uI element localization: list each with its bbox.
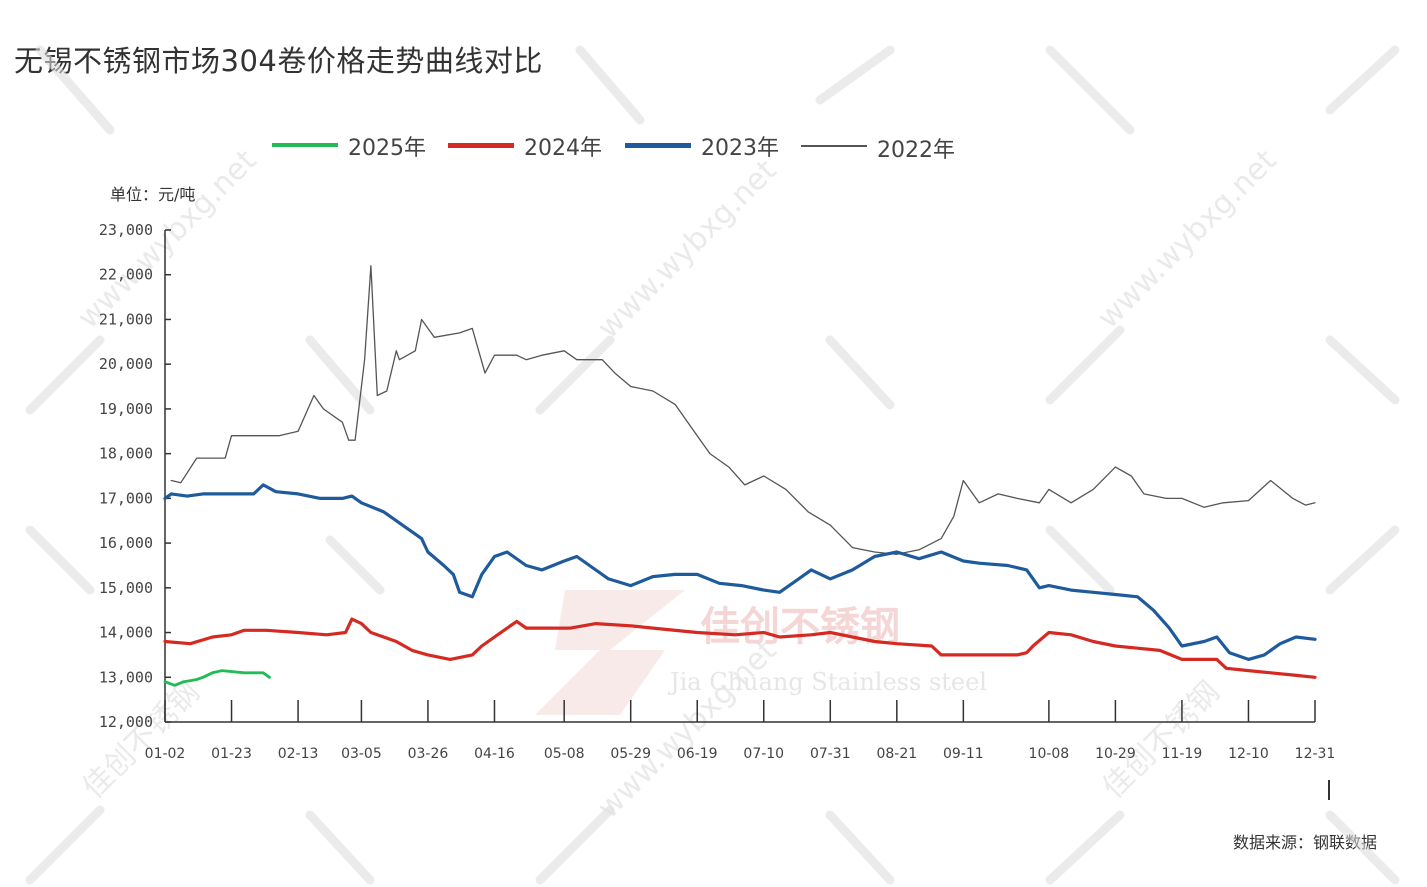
y-tick-label: 18,000: [99, 445, 153, 463]
x-tick-label: 11-19: [1162, 746, 1203, 762]
legend-label-2022: 2022年: [877, 138, 955, 163]
y-tick-label: 23,000: [99, 221, 153, 239]
x-tick-label: 03-05: [341, 746, 382, 762]
x-tick-label: 12-31: [1295, 746, 1336, 762]
legend-swatch-2022: [801, 145, 867, 147]
unit-label: 单位：元/吨: [110, 185, 196, 204]
y-tick-label: 13,000: [99, 668, 153, 686]
logo-brand-cn: 佳创不锈钢: [700, 604, 900, 650]
x-tick-label: 07-10: [743, 746, 784, 762]
watermark-site-2: www.wybxg.net: [591, 153, 784, 346]
legend-label-2024: 2024年: [524, 136, 602, 161]
x-tick-label: 05-29: [610, 746, 651, 762]
x-tick-label: 05-08: [544, 746, 585, 762]
series-line-2023: [163, 483, 1317, 662]
series-line-2025: [163, 669, 271, 687]
x-tick-label: 03-26: [408, 746, 449, 762]
series-line-2024: [163, 617, 1317, 679]
y-tick-label: 20,000: [99, 355, 153, 373]
watermark-brand-1: 佳创不锈钢: [76, 675, 207, 806]
y-tick-label: 14,000: [99, 624, 153, 642]
legend-swatch-2023: [625, 143, 691, 148]
y-tick-label: 21,000: [99, 310, 153, 328]
x-tick-label: 10-08: [1029, 746, 1070, 762]
watermark-site-1: www.wybxg.net: [71, 143, 264, 336]
legend-label-2025: 2025年: [348, 136, 426, 161]
x-tick-label: 01-02: [145, 746, 186, 762]
legend-label-2023: 2023年: [701, 136, 779, 161]
y-tick-label: 12,000: [99, 713, 153, 731]
series-line-2022: [170, 265, 1316, 555]
watermark-brand-2: 佳创不锈钢: [1096, 675, 1227, 806]
x-ticks: 01-02 01-23 02-13 03-05 03-26 04-16 05-08 05-29…: [145, 700, 1336, 762]
legend-swatch-2025: [272, 143, 338, 147]
x-tick-label: 01-23: [211, 746, 252, 762]
series-layer: [163, 265, 1317, 687]
y-tick-label: 15,000: [99, 579, 153, 597]
x-tick-label: 07-31: [810, 746, 851, 762]
x-tick-label: 06-19: [677, 746, 718, 762]
y-tick-label: 19,000: [99, 400, 153, 418]
x-tick-label: 12-10: [1228, 746, 1269, 762]
y-tick-label: 17,000: [99, 489, 153, 507]
center-logo: 佳创不锈钢 Jia Chuang Stainless steel: [535, 590, 987, 715]
x-tick-label: 10-29: [1095, 746, 1136, 762]
legend-swatch-2024: [448, 143, 514, 148]
y-tick-label: 16,000: [99, 534, 153, 552]
y-axis: 12,000 13,000 14,000 15,000 16,000 17,000 18,0…: [99, 221, 171, 731]
chart-title: 无锡不锈钢市场304卷价格走势曲线对比: [14, 44, 543, 78]
watermark-site-3: www.wybxg.net: [1091, 143, 1284, 336]
logo-mark: [535, 590, 685, 715]
watermark-texts: www.wybxg.net www.wybxg.net www.wybxg.ne…: [71, 143, 1284, 826]
x-axis: 01-02 01-23 02-13 03-05 03-26 04-16 05-08 05-29…: [145, 700, 1336, 800]
data-source-label: 数据来源：钢联数据: [1233, 833, 1378, 852]
logo-brand-en: Jia Chuang Stainless steel: [667, 668, 987, 696]
y-ticks: 12,000 13,000 14,000 15,000 16,000 17,000 18,0…: [99, 221, 171, 731]
x-tick-label: 04-16: [474, 746, 515, 762]
x-tick-label: 08-21: [876, 746, 917, 762]
y-tick-label: 22,000: [99, 266, 153, 284]
x-tick-label: 02-13: [278, 746, 319, 762]
x-tick-label: 09-11: [943, 746, 984, 762]
